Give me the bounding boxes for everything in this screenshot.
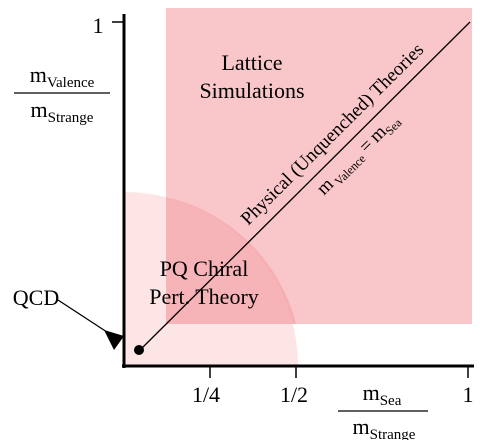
y-tick-label-1: 1 (93, 13, 104, 38)
x-tick-label-quarter: 1/4 (192, 382, 220, 407)
y-label-den-m: m (31, 97, 48, 122)
pq-label-line2: Pert. Theory (149, 284, 259, 309)
x-label-den-m: m (353, 414, 370, 439)
x-label-denominator: mStrange (353, 414, 416, 440)
y-label-denominator: mStrange (31, 97, 94, 126)
x-label-num-m: m (363, 380, 380, 405)
x-tick-label-half: 1/2 (280, 382, 308, 407)
qcd-label: QCD (13, 285, 59, 310)
diagonal-line (137, 21, 471, 353)
x-label-den-sub: Strange (370, 427, 416, 440)
qcd-arrow-line (57, 299, 111, 335)
qcd-point (134, 345, 144, 355)
lattice-label-line1: Lattice (221, 50, 282, 75)
qcd-arrow-head (104, 330, 124, 350)
x-label-numerator: mSea (363, 380, 402, 409)
y-label-numerator: mValence (30, 62, 95, 91)
x-tick-label-1: 1 (463, 382, 474, 407)
pq-label-line1: PQ Chiral (160, 256, 249, 281)
y-label-den-sub: Strange (48, 110, 94, 126)
y-label-num-m: m (30, 62, 47, 87)
lattice-label-line2: Simulations (199, 78, 304, 103)
x-label-num-sub: Sea (380, 393, 402, 409)
y-label-num-sub: Valence (47, 75, 95, 91)
